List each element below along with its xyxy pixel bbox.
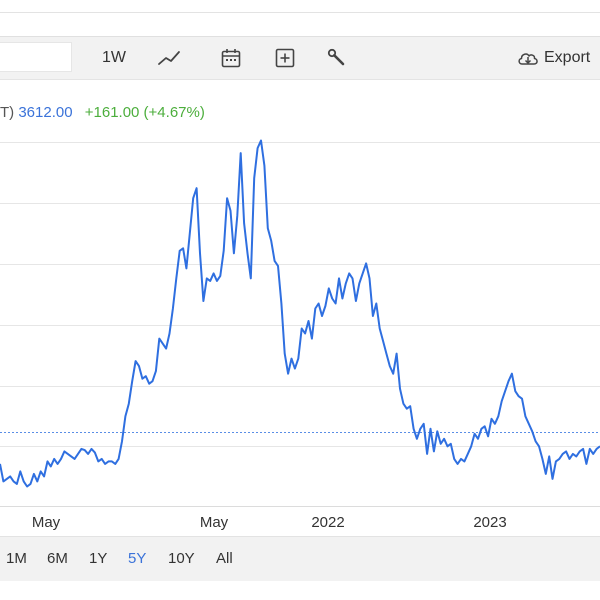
window-top-strip	[0, 0, 600, 13]
date-range-button[interactable]	[214, 37, 248, 79]
last-price: 3612.00	[18, 104, 73, 121]
x-tick-label: May	[200, 514, 229, 531]
interval-label: 1W	[102, 49, 126, 66]
range-selector: 1M 6M 1Y 5Y 10Y All	[0, 536, 600, 581]
calendar-icon	[221, 49, 241, 68]
export-button[interactable]: Export	[516, 37, 600, 79]
range-5y[interactable]: 5Y	[128, 537, 146, 581]
range-6m-label: 6M	[47, 550, 68, 567]
line-chart-icon	[158, 51, 180, 65]
add-indicator-button[interactable]	[268, 37, 302, 79]
range-1y[interactable]: 1Y	[89, 537, 107, 581]
x-tick-label: 2022	[311, 514, 344, 531]
wrench-icon	[327, 48, 345, 66]
settings-button[interactable]	[320, 37, 354, 79]
quote-prefix: T)	[0, 104, 15, 121]
export-label: Export	[544, 49, 591, 66]
plus-box-icon	[275, 48, 295, 68]
range-10y[interactable]: 10Y	[168, 537, 195, 581]
symbol-search-input[interactable]	[0, 42, 72, 72]
range-all[interactable]: All	[216, 537, 233, 581]
chart-toolbar: 1W E	[0, 36, 600, 80]
cloud-download-icon	[518, 53, 538, 65]
range-1m-label: 1M	[6, 550, 27, 567]
range-1m[interactable]: 1M	[6, 537, 27, 581]
range-1y-label: 1Y	[89, 550, 108, 567]
chart-type-button[interactable]	[152, 37, 186, 79]
range-all-label: All	[216, 550, 233, 567]
x-tick-label: May	[32, 514, 61, 531]
range-10y-label: 10Y	[168, 550, 195, 567]
price-change: +161.00 (+4.67%)	[84, 104, 205, 121]
price-chart[interactable]: May May 2022 2023	[0, 128, 600, 536]
price-quote: T) 3612.00 +161.00 (+4.67%)	[0, 104, 205, 124]
x-axis-labels: May May 2022 2023	[32, 514, 507, 531]
interval-button[interactable]: 1W	[94, 37, 134, 79]
chart-grid	[0, 142, 600, 507]
x-tick-label: 2023	[473, 514, 506, 531]
price-series-line	[0, 139, 600, 488]
range-5y-label: 5Y	[128, 550, 147, 567]
range-6m[interactable]: 6M	[47, 537, 68, 581]
